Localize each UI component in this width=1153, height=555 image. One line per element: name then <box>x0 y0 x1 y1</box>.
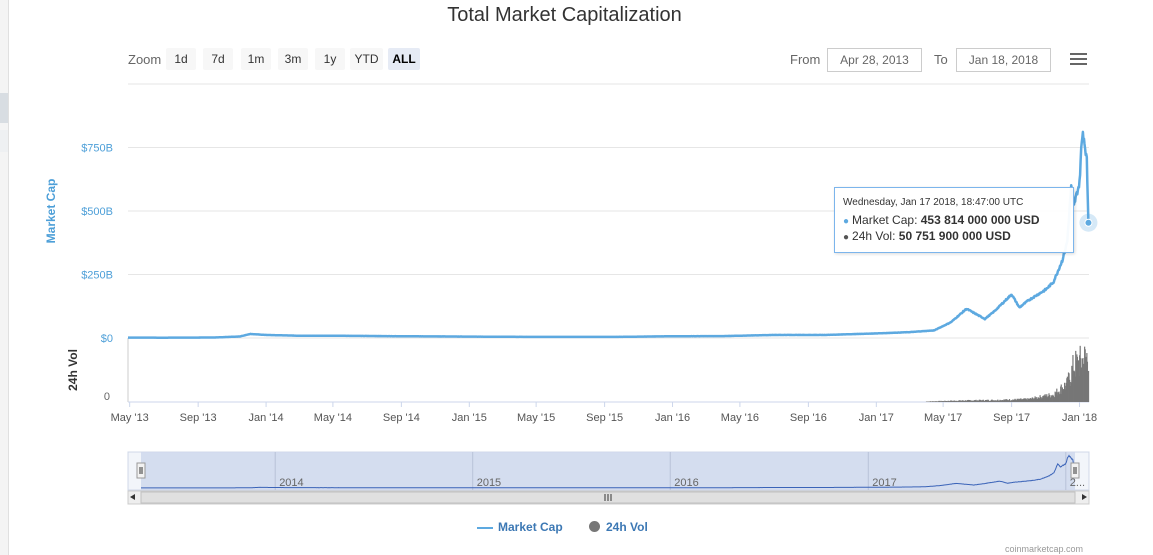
navigator-right-handle[interactable] <box>1070 462 1080 479</box>
navigator-selection <box>141 452 1075 490</box>
tooltip-market-cap-dot-icon: ● <box>843 216 850 227</box>
navigator-year-label: 2017 <box>872 477 896 489</box>
to-date-input[interactable]: Jan 18, 2018 <box>956 48 1051 72</box>
x-tick-label: Sep '16 <box>790 412 827 424</box>
volume-axis-title: 24h Vol <box>66 349 80 391</box>
chart-tooltip: Wednesday, Jan 17 2018, 18:47:00 UTC ● Ma… <box>834 187 1074 253</box>
tooltip-volume-row: ● 24h Vol: 50 751 900 000 USD <box>843 229 1011 243</box>
x-tick-label: Sep '17 <box>993 412 1030 424</box>
chart-title: Total Market Capitalization <box>447 4 682 26</box>
x-tick-label: Sep '14 <box>383 412 420 424</box>
legend-market-cap[interactable]: Market Cap <box>477 520 563 534</box>
zoom-1d-button[interactable]: 1d <box>166 48 196 70</box>
volume-tick-label: 0 <box>104 391 110 403</box>
legend-line-icon <box>477 526 493 529</box>
market-cap-line <box>127 130 1090 339</box>
zoom-label: Zoom <box>128 52 162 67</box>
zoom-7d-button[interactable]: 7d <box>203 48 233 70</box>
navigator-year-label: 2... <box>1070 477 1085 489</box>
scroll-left-arrow-icon[interactable] <box>130 494 135 500</box>
y-tick-label: $0 <box>101 333 113 345</box>
zoom-1m-button[interactable]: 1m <box>241 48 271 70</box>
legend-dot-icon <box>589 521 600 532</box>
x-tick-label: Jan '17 <box>859 412 894 424</box>
y-axis-title: Market Cap <box>44 179 58 244</box>
x-tick-label: May '13 <box>111 412 149 424</box>
zoom-1y-button[interactable]: 1y <box>315 48 345 70</box>
y-tick-label: $250B <box>81 270 113 282</box>
volume-bar <box>1056 388 1058 402</box>
side-strip <box>0 0 9 555</box>
volume-bar <box>1087 370 1090 402</box>
x-tick-label: Jan '14 <box>249 412 284 424</box>
tooltip-volume-dot-icon: ● <box>843 232 850 243</box>
tooltip-market-cap-value: 453 814 000 000 USD <box>920 213 1040 227</box>
from-label: From <box>790 52 821 67</box>
x-tick-label: May '17 <box>924 412 962 424</box>
x-tick-label: Jan '15 <box>452 412 487 424</box>
tooltip-market-cap-label: Market Cap: <box>852 213 918 227</box>
x-tick-label: Jan '18 <box>1062 412 1097 424</box>
navigator-left-handle[interactable] <box>136 462 146 479</box>
credits-link[interactable]: coinmarketcap.com <box>1005 544 1084 554</box>
hover-point <box>1084 218 1093 227</box>
navigator-year-label: 2014 <box>279 477 303 489</box>
from-date-input[interactable]: Apr 28, 2013 <box>827 48 922 72</box>
volume-bar <box>938 400 940 402</box>
navigator-year-label: 2016 <box>674 477 698 489</box>
zoom-3m-button[interactable]: 3m <box>278 48 308 70</box>
navigator-year-label: 2015 <box>477 477 501 489</box>
x-tick-label: May '16 <box>721 412 759 424</box>
x-tick-label: May '15 <box>517 412 555 424</box>
volume-bar <box>975 399 977 402</box>
to-label: To <box>934 52 948 67</box>
y-tick-label: $750B <box>81 143 113 155</box>
volume-bar <box>1060 384 1062 402</box>
navigator-series-line <box>141 454 1075 489</box>
y-tick-label: $500B <box>81 206 113 218</box>
hamburger-menu-icon[interactable] <box>1070 53 1087 67</box>
volume-bar <box>1008 399 1011 402</box>
x-tick-label: Jan '16 <box>655 412 690 424</box>
x-tick-label: May '14 <box>314 412 352 424</box>
tooltip-market-cap-row: ● Market Cap: 453 814 000 000 USD <box>843 213 1040 227</box>
legend-24h-vol[interactable]: 24h Vol <box>589 520 648 534</box>
zoom-all-button[interactable]: ALL <box>388 48 420 70</box>
scroll-right-arrow-icon[interactable] <box>1082 494 1087 500</box>
x-tick-label: Sep '13 <box>180 412 217 424</box>
x-tick-label: Sep '15 <box>586 412 623 424</box>
tooltip-volume-label: 24h Vol: <box>852 229 896 243</box>
zoom-ytd-button[interactable]: YTD <box>350 48 383 70</box>
tooltip-date: Wednesday, Jan 17 2018, 18:47:00 UTC <box>843 197 1024 208</box>
tooltip-volume-value: 50 751 900 000 USD <box>898 229 1011 243</box>
